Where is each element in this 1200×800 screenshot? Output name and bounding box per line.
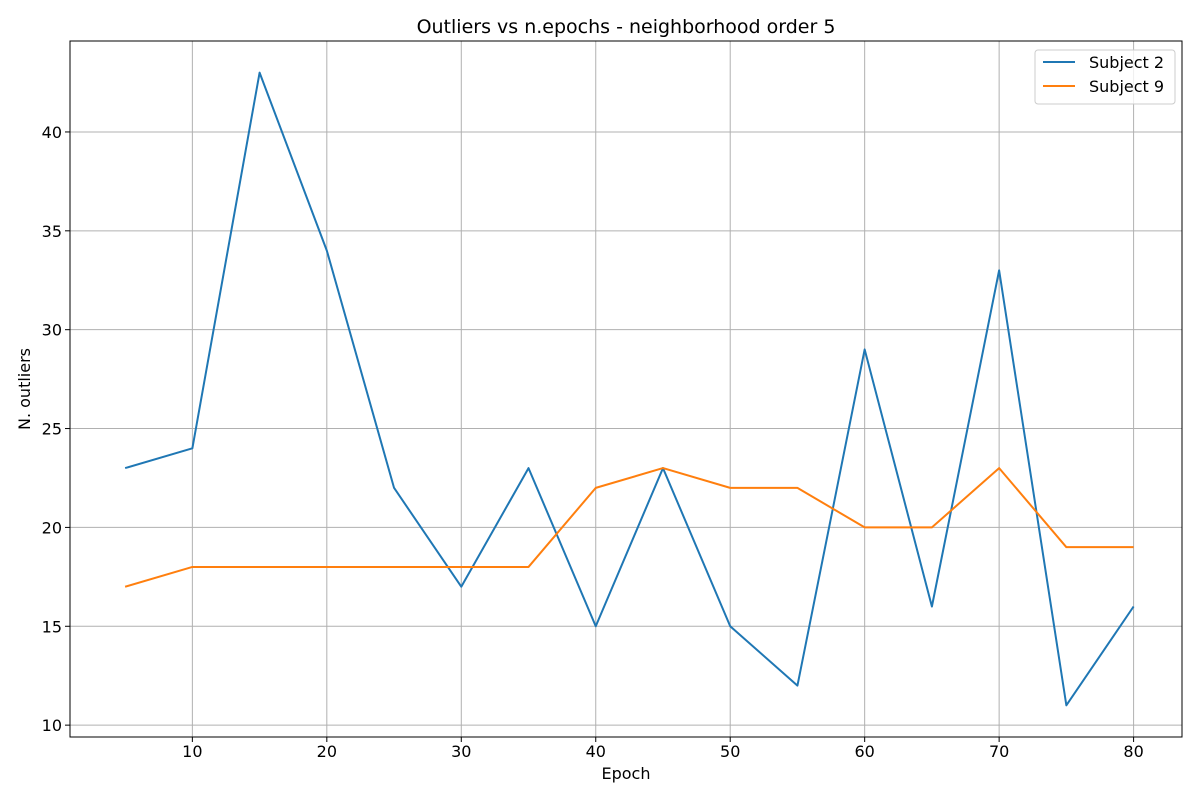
y-tick-label: 35	[42, 222, 62, 241]
chart-title: Outliers vs n.epochs - neighborhood orde…	[417, 16, 836, 38]
legend-label-1: Subject 2	[1089, 53, 1164, 72]
x-tick-label: 20	[317, 742, 337, 761]
series-line-2	[124, 467, 1134, 588]
x-tick-label: 30	[451, 742, 471, 761]
x-tick-label: 80	[1123, 742, 1143, 761]
x-tick-label: 70	[989, 742, 1009, 761]
legend-box	[1034, 49, 1176, 105]
y-tick-label: 15	[42, 617, 62, 636]
y-tick-label: 20	[42, 518, 62, 537]
x-tick-label: 10	[182, 742, 202, 761]
x-tick-label: 60	[854, 742, 874, 761]
y-tick-label: 10	[42, 716, 62, 735]
x-tick-label: 50	[720, 742, 740, 761]
grid	[70, 41, 1182, 737]
x-tick-label: 40	[586, 742, 606, 761]
series-line-1	[124, 71, 1135, 707]
y-tick-label: 40	[42, 123, 62, 142]
legend-label-2: Subject 9	[1089, 77, 1164, 96]
x-axis-label: Epoch	[602, 764, 651, 783]
series-layer	[124, 71, 1135, 707]
y-tick-label: 30	[42, 321, 62, 340]
legend: Subject 2 Subject 9	[1034, 49, 1176, 105]
y-axis: 10 15 20 25 30 35 40	[42, 123, 70, 735]
y-axis-label: N. outliers	[15, 348, 34, 430]
y-tick-label: 25	[42, 420, 62, 439]
plot-frame	[69, 40, 1183, 738]
x-axis: 10 20 30 40 50 60 70 80	[182, 737, 1144, 761]
